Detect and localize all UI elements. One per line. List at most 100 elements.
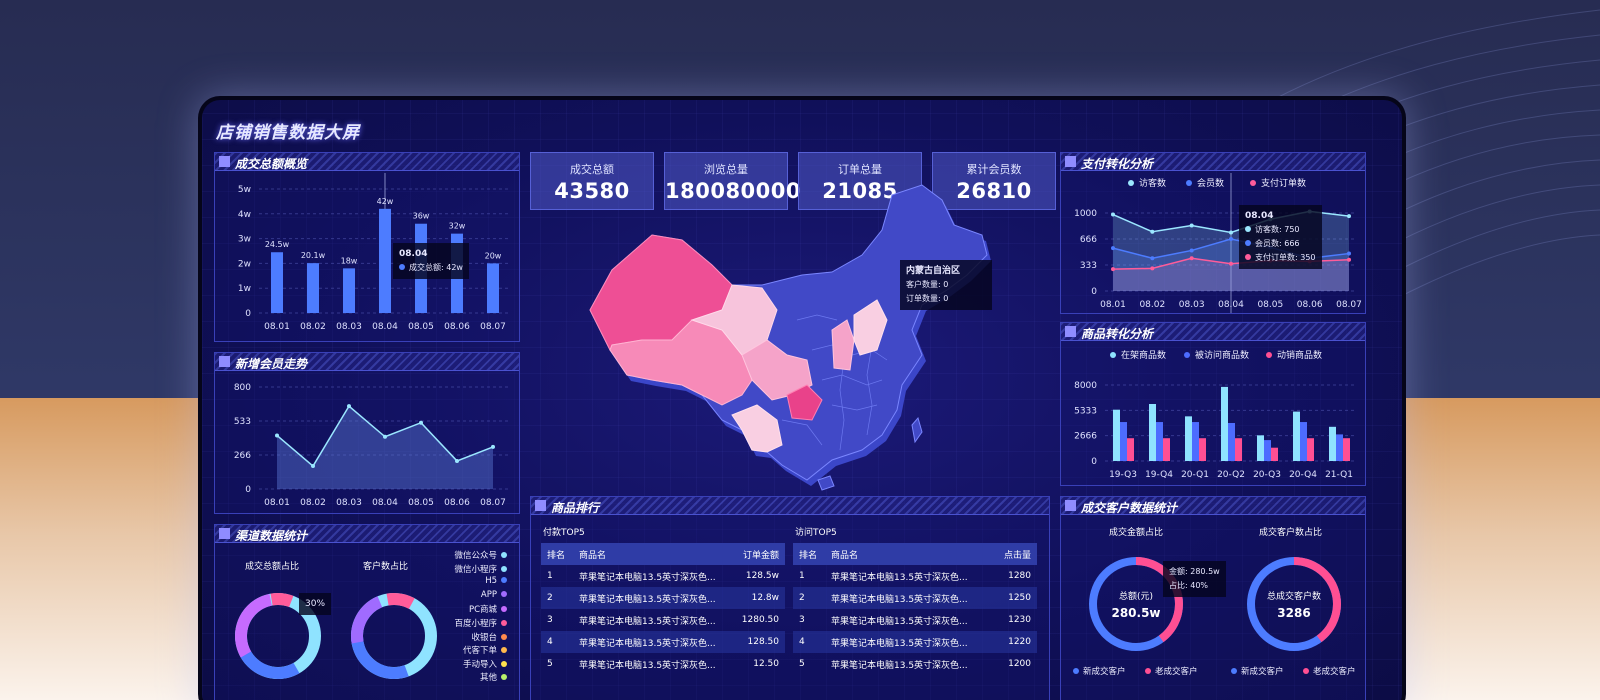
donut-segment[interactable] (1089, 557, 1183, 651)
data-point[interactable] (1111, 212, 1115, 217)
data-point[interactable] (1150, 229, 1155, 234)
bar[interactable] (1235, 438, 1242, 461)
data-point[interactable] (383, 434, 387, 439)
table-row[interactable]: 2 苹果笔记本电脑13.5英寸深灰色... 12.8w (541, 587, 785, 609)
bar[interactable] (1271, 447, 1278, 461)
data-point[interactable] (1347, 214, 1351, 219)
legend-item[interactable]: APP (481, 590, 507, 600)
legend-item[interactable]: 微信小程序 (454, 563, 507, 575)
table-row[interactable]: 3 苹果笔记本电脑13.5英寸深灰色... 1280.50 (541, 609, 785, 631)
legend-item[interactable]: 百度小程序 (454, 617, 507, 629)
column-header[interactable]: 商品名 (825, 543, 993, 565)
bar[interactable] (1192, 422, 1199, 461)
legend-item[interactable]: 代客下单 (463, 644, 507, 656)
legend-item[interactable]: 新成交客户 (1231, 665, 1284, 677)
bar[interactable] (1127, 438, 1134, 461)
bar[interactable] (307, 263, 319, 313)
bar[interactable] (1228, 423, 1235, 461)
map-region-qinghai[interactable] (690, 284, 778, 356)
bar[interactable] (487, 263, 499, 313)
bar[interactable] (1307, 438, 1314, 461)
bar[interactable] (1120, 422, 1127, 461)
column-header[interactable]: 商品名 (573, 543, 733, 565)
map-region-chongqing[interactable] (786, 384, 823, 421)
map-region-sichuan[interactable] (741, 339, 813, 401)
goods-bar-chart[interactable]: 0 2666 5333 8000 在架商品数 被访问商品数 动销商品数 19-Q3 19-Q4 2… (1061, 343, 1367, 485)
table-row[interactable]: 3 苹果笔记本电脑13.5英寸深灰色... 1230 (793, 609, 1037, 631)
column-header[interactable]: 点击量 (992, 543, 1037, 565)
legend-label: 手动导入 (462, 659, 497, 670)
table-row[interactable]: 2 苹果笔记本电脑13.5英寸深灰色... 1250 (793, 587, 1037, 609)
data-point[interactable] (1229, 237, 1233, 242)
data-point[interactable] (1229, 261, 1233, 266)
table-row[interactable]: 5 苹果笔记本电脑13.5英寸深灰色... 12.50 (541, 653, 785, 675)
donut-segment[interactable] (227, 585, 328, 686)
bar[interactable] (1199, 438, 1206, 461)
bar[interactable] (1336, 434, 1343, 461)
map-region-yunnan[interactable] (731, 404, 783, 453)
china-map[interactable] (582, 180, 1022, 500)
table-row[interactable]: 4 苹果笔记本电脑13.5英寸深灰色... 1220 (793, 631, 1037, 653)
bar[interactable] (1113, 409, 1120, 461)
data-point[interactable] (1111, 267, 1115, 272)
data-point[interactable] (1150, 266, 1155, 271)
legend-item[interactable]: 老成交客户 (1145, 665, 1198, 677)
bar[interactable] (1329, 426, 1336, 461)
legend-item[interactable]: 收银台 (471, 631, 507, 643)
sales-bar-chart[interactable]: 0 1w 2w 3w 4w 5w 24.5w 20.1w 18w 42w 36w 32w 20w 08.0… (215, 173, 521, 341)
table-row[interactable]: 4 苹果笔记本电脑13.5英寸深灰色... 128.50 (541, 631, 785, 653)
channel-amount-donut[interactable] (223, 581, 333, 691)
map-region-taiwan[interactable] (911, 416, 923, 444)
donut-segment[interactable] (1247, 557, 1341, 651)
data-point[interactable] (1189, 223, 1194, 228)
bar[interactable] (1156, 422, 1163, 461)
column-header[interactable]: 排名 (541, 543, 573, 565)
data-point[interactable] (491, 444, 495, 449)
column-header[interactable]: 订单金额 (732, 543, 785, 565)
bar[interactable] (1293, 411, 1300, 461)
bar[interactable] (1149, 404, 1156, 461)
member-area-chart[interactable]: 0 266 533 800 08.01 08.02 08.03 08.04 08.05 08.06… (215, 373, 521, 513)
data-point[interactable] (1347, 257, 1351, 262)
bar[interactable] (1221, 386, 1228, 461)
column-header[interactable]: 排名 (793, 543, 825, 565)
bar[interactable] (343, 268, 355, 313)
data-point[interactable] (1150, 256, 1155, 261)
table-row[interactable]: 1 苹果笔记本电脑13.5英寸深灰色... 1280 (793, 565, 1037, 587)
bar[interactable] (1163, 438, 1170, 461)
data-point[interactable] (1189, 248, 1194, 253)
value-cell: 1250 (992, 587, 1037, 609)
legend-item[interactable]: 新成交客户 (1073, 665, 1126, 677)
legend-item[interactable]: PC商城 (469, 603, 507, 615)
legend-item[interactable]: 老成交客户 (1303, 665, 1356, 677)
bar[interactable] (1343, 438, 1350, 461)
legend-item[interactable]: 其他 (480, 671, 507, 683)
table-row[interactable]: 5 苹果笔记本电脑13.5英寸深灰色... 1200 (793, 653, 1037, 675)
bar[interactable] (271, 252, 283, 313)
bar[interactable] (1257, 435, 1264, 461)
map-region-hebei[interactable] (853, 299, 888, 356)
bar[interactable] (379, 208, 391, 313)
data-point[interactable] (275, 433, 279, 438)
data-point[interactable] (1229, 230, 1233, 235)
table-row[interactable]: 1 苹果笔记本电脑13.5英寸深灰色... 128.5w (541, 565, 785, 587)
map-region-shanxi[interactable] (831, 319, 855, 371)
channel-customer-donut[interactable] (339, 581, 449, 691)
customer-amount-donut[interactable]: 总额(元) 280.5w (1083, 551, 1189, 657)
data-point[interactable] (455, 458, 459, 463)
customer-count-donut[interactable]: 总成交客户数 3286 (1241, 551, 1347, 657)
legend-item[interactable]: 手动导入 (463, 658, 507, 670)
data-point[interactable] (311, 464, 315, 469)
bar[interactable] (1264, 440, 1271, 461)
data-point[interactable] (347, 404, 351, 409)
bar[interactable] (1185, 416, 1192, 461)
data-point[interactable] (1347, 251, 1351, 256)
data-point[interactable] (419, 420, 423, 425)
legend-item[interactable]: H5 (485, 576, 507, 586)
bar[interactable] (1300, 422, 1307, 461)
legend-item[interactable]: 微信公众号 (454, 549, 507, 561)
data-point[interactable] (1189, 256, 1194, 261)
data-point[interactable] (1111, 246, 1115, 251)
map-region-tibet[interactable] (609, 319, 753, 406)
map-region-hainan[interactable] (817, 475, 835, 491)
